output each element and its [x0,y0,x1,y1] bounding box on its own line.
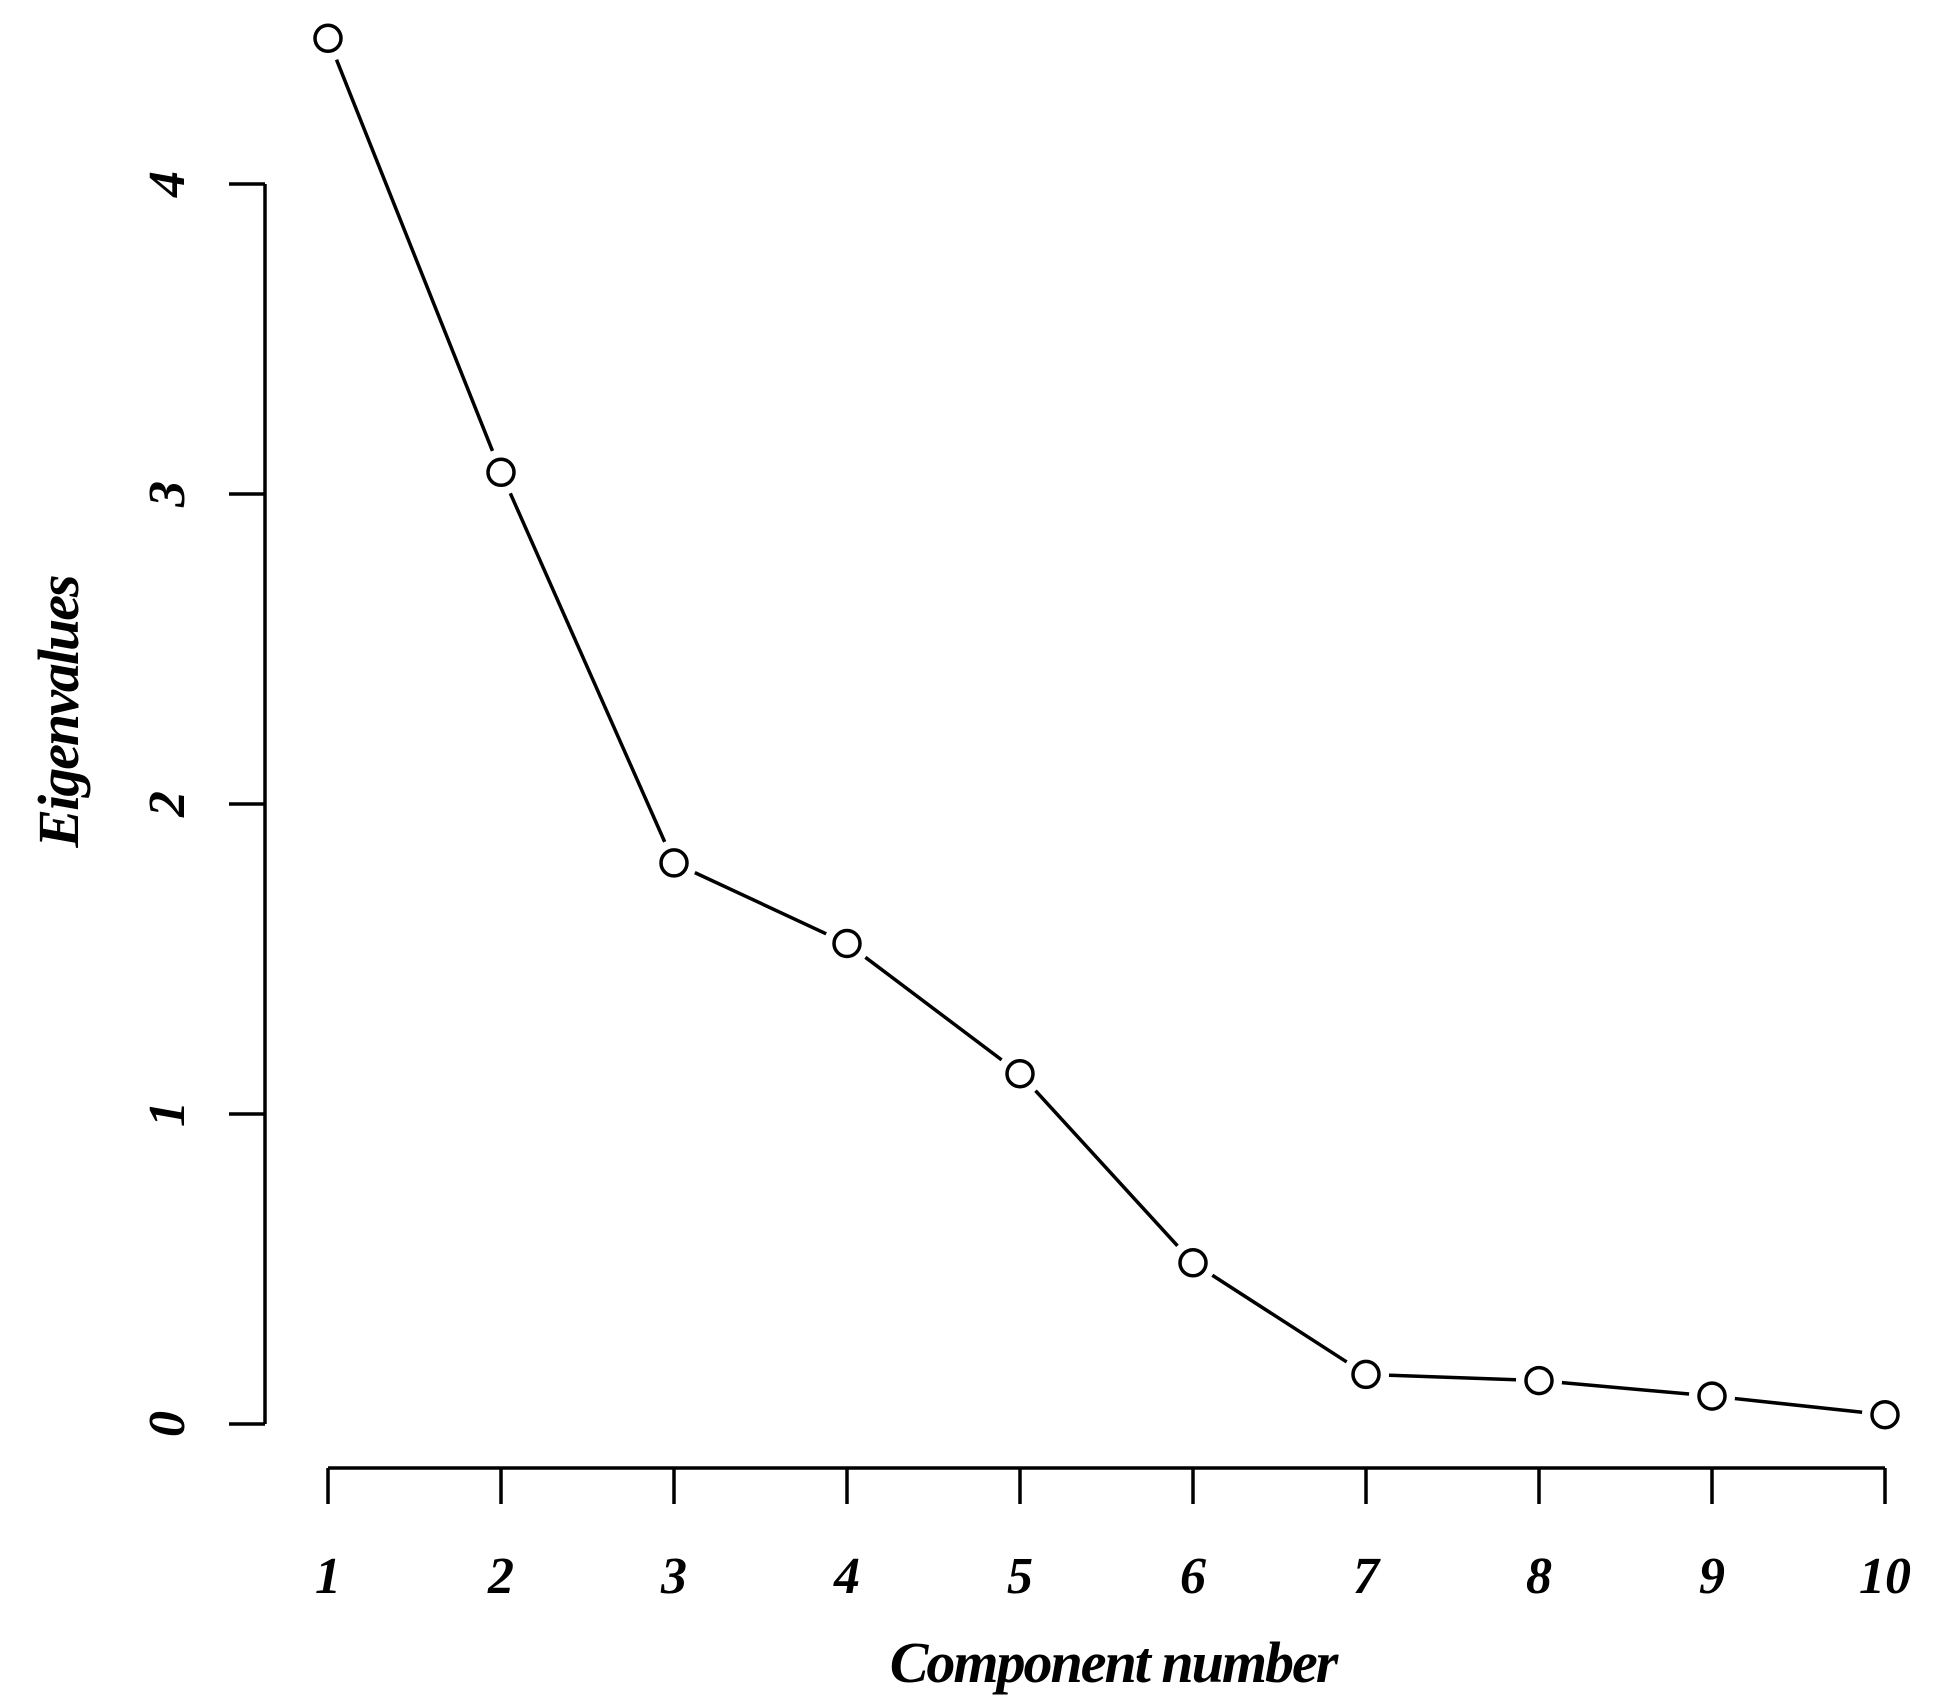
data-point [1697,1381,1727,1411]
series-line-segment [864,955,1003,1062]
y-tick-label: 4 [139,171,196,198]
series-line-segment [1734,1396,1863,1414]
x-tick-label: 10 [1859,1548,1911,1605]
x-tick-label: 7 [1353,1548,1381,1605]
x-tick-label: 1 [315,1548,341,1605]
y-tick-label: 3 [139,481,196,508]
series-line-segment [334,59,495,452]
series-line-segment [1388,1373,1517,1382]
x-axis-title: Component number [890,1630,1339,1695]
data-series [313,23,1900,1430]
data-point [486,457,516,488]
data-point [832,928,862,959]
series-line-segment [1211,1273,1348,1364]
x-tick-label: 8 [1526,1548,1552,1605]
series-line-segment [508,492,667,843]
x-tick-label: 3 [660,1548,687,1605]
x-tick-label: 2 [487,1548,514,1605]
x-tick-label: 4 [833,1548,860,1605]
series-line-segment [694,871,827,936]
data-point [1524,1365,1554,1396]
series-line-segment [1034,1089,1179,1248]
data-point [1870,1399,1900,1430]
x-tick-label: 9 [1699,1548,1725,1605]
x-axis: 1 2 3 4 5 6 7 8 9 10 [315,1466,1911,1605]
x-tick-label: 5 [1007,1548,1033,1605]
x-tick-label: 6 [1180,1548,1206,1605]
y-tick-label: 0 [139,1411,196,1437]
data-point [659,848,689,878]
data-point [1178,1248,1208,1278]
data-point [1351,1359,1381,1390]
y-tick-label: 1 [139,1101,196,1127]
data-point [1005,1058,1035,1089]
y-axis-title: Eigenvalues [26,576,91,849]
data-point [313,23,343,54]
y-tick-label: 2 [139,791,196,818]
y-axis: 0 1 2 3 4 [139,171,267,1437]
series-line-segment [1561,1380,1690,1396]
